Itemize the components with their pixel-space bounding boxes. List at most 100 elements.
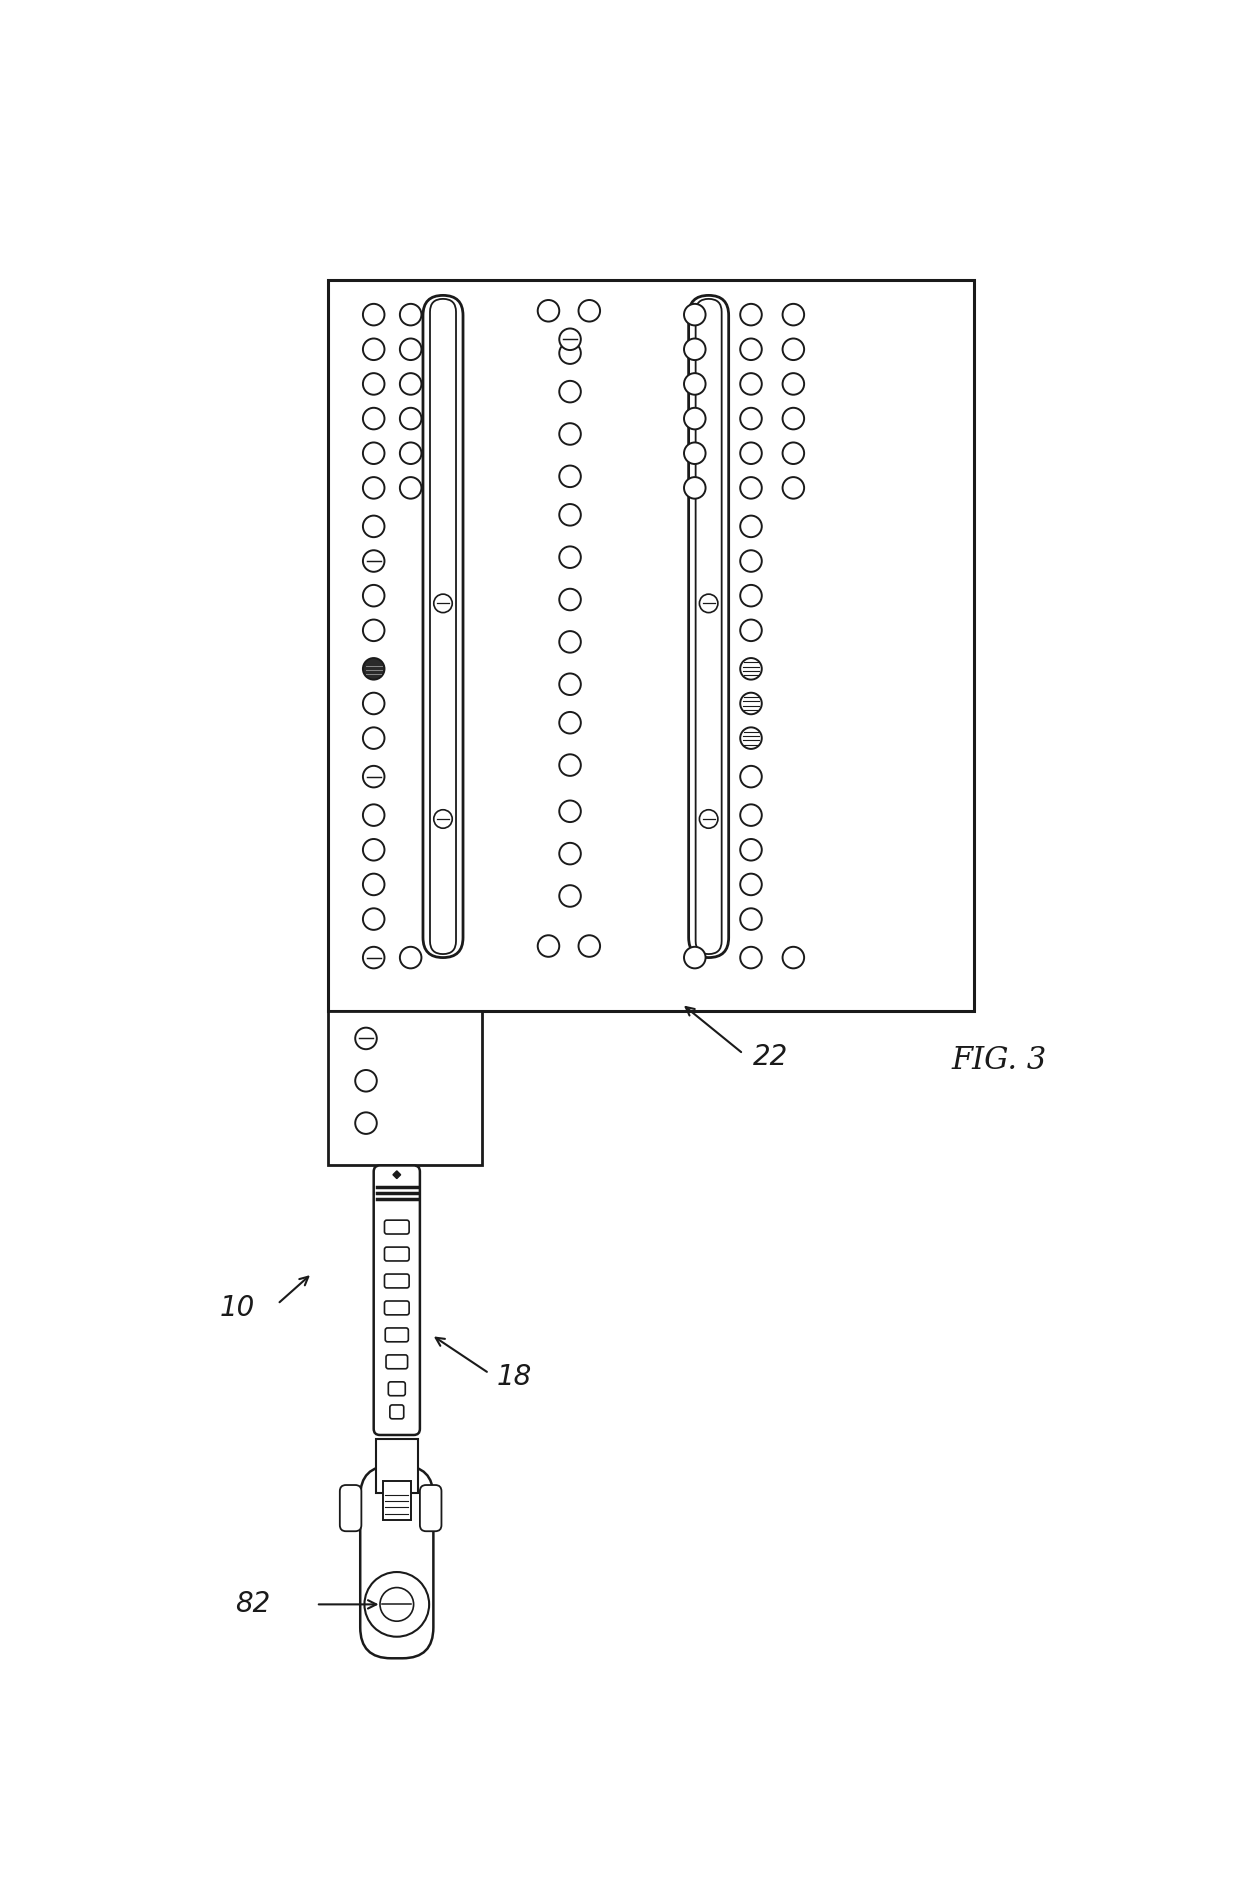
Circle shape	[559, 801, 580, 821]
Circle shape	[559, 381, 580, 403]
Text: 10: 10	[219, 1294, 255, 1323]
Circle shape	[355, 1070, 377, 1091]
Circle shape	[782, 948, 804, 968]
Circle shape	[559, 842, 580, 865]
Circle shape	[559, 328, 580, 350]
Circle shape	[355, 1027, 377, 1049]
Circle shape	[559, 588, 580, 610]
FancyBboxPatch shape	[340, 1485, 361, 1532]
Circle shape	[740, 874, 761, 895]
Circle shape	[740, 767, 761, 788]
Circle shape	[684, 443, 706, 463]
FancyBboxPatch shape	[386, 1355, 408, 1370]
Circle shape	[363, 477, 384, 499]
Circle shape	[363, 874, 384, 895]
Circle shape	[684, 373, 706, 396]
Circle shape	[684, 303, 706, 326]
Text: 18: 18	[497, 1362, 532, 1390]
FancyBboxPatch shape	[384, 1302, 409, 1315]
FancyBboxPatch shape	[384, 1247, 409, 1260]
Circle shape	[363, 948, 384, 968]
FancyBboxPatch shape	[696, 300, 722, 953]
Circle shape	[434, 810, 453, 829]
Circle shape	[559, 885, 580, 906]
Circle shape	[740, 303, 761, 326]
Circle shape	[363, 727, 384, 750]
FancyBboxPatch shape	[361, 1466, 433, 1658]
FancyBboxPatch shape	[384, 1274, 409, 1289]
Circle shape	[740, 658, 761, 680]
FancyBboxPatch shape	[386, 1328, 408, 1341]
FancyBboxPatch shape	[384, 1221, 409, 1234]
Circle shape	[365, 1571, 429, 1637]
Text: FIG. 3: FIG. 3	[951, 1046, 1047, 1076]
Circle shape	[399, 303, 422, 326]
FancyBboxPatch shape	[688, 296, 729, 957]
Circle shape	[559, 712, 580, 733]
Circle shape	[684, 477, 706, 499]
Circle shape	[740, 838, 761, 861]
Circle shape	[559, 465, 580, 488]
Circle shape	[559, 505, 580, 526]
Circle shape	[399, 407, 422, 430]
Circle shape	[740, 477, 761, 499]
Circle shape	[363, 838, 384, 861]
Bar	[376, 1439, 418, 1492]
Circle shape	[699, 593, 718, 612]
Circle shape	[740, 727, 761, 750]
Circle shape	[399, 373, 422, 396]
Circle shape	[363, 339, 384, 360]
Circle shape	[740, 948, 761, 968]
Circle shape	[740, 908, 761, 931]
Circle shape	[684, 407, 706, 430]
FancyBboxPatch shape	[389, 1405, 404, 1419]
Circle shape	[363, 804, 384, 825]
Text: 82: 82	[236, 1590, 270, 1618]
Circle shape	[363, 407, 384, 430]
Text: 22: 22	[753, 1044, 787, 1072]
Circle shape	[363, 767, 384, 788]
Bar	[383, 1481, 410, 1520]
Polygon shape	[393, 1170, 401, 1179]
Circle shape	[782, 407, 804, 430]
Circle shape	[559, 631, 580, 652]
Circle shape	[559, 424, 580, 445]
Circle shape	[740, 693, 761, 714]
Circle shape	[740, 373, 761, 396]
Bar	[327, 281, 975, 1012]
Circle shape	[740, 407, 761, 430]
Circle shape	[782, 303, 804, 326]
Circle shape	[559, 546, 580, 567]
Circle shape	[399, 339, 422, 360]
Circle shape	[363, 658, 384, 680]
Circle shape	[782, 443, 804, 463]
Circle shape	[740, 516, 761, 537]
Circle shape	[699, 810, 718, 829]
FancyBboxPatch shape	[430, 300, 456, 953]
Circle shape	[579, 300, 600, 322]
Circle shape	[363, 443, 384, 463]
Circle shape	[740, 584, 761, 607]
Circle shape	[740, 443, 761, 463]
Circle shape	[740, 339, 761, 360]
Circle shape	[684, 948, 706, 968]
FancyBboxPatch shape	[420, 1485, 441, 1532]
Bar	[327, 1012, 481, 1166]
Circle shape	[434, 593, 453, 612]
Circle shape	[363, 303, 384, 326]
Circle shape	[782, 373, 804, 396]
Circle shape	[379, 1588, 414, 1622]
Circle shape	[363, 516, 384, 537]
Circle shape	[363, 620, 384, 641]
Circle shape	[684, 339, 706, 360]
FancyBboxPatch shape	[373, 1166, 420, 1436]
Circle shape	[399, 477, 422, 499]
Circle shape	[559, 673, 580, 695]
Circle shape	[740, 804, 761, 825]
Circle shape	[538, 300, 559, 322]
Circle shape	[538, 934, 559, 957]
Circle shape	[740, 620, 761, 641]
Circle shape	[740, 550, 761, 573]
FancyBboxPatch shape	[388, 1381, 405, 1396]
Circle shape	[579, 934, 600, 957]
